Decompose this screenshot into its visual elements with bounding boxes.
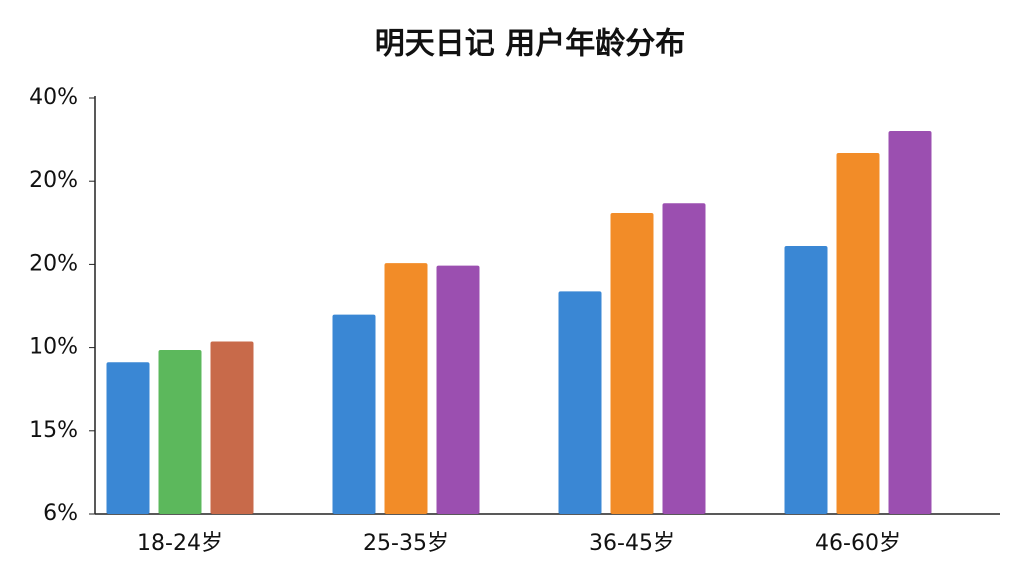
y-tick-label: 20% (29, 251, 78, 276)
x-tick-label: 25-35岁 (363, 531, 449, 556)
x-tick-label: 18-24岁 (137, 531, 223, 556)
bar (436, 265, 480, 514)
bar (558, 291, 602, 514)
bar (610, 213, 654, 514)
bar (210, 341, 254, 514)
bar (784, 246, 828, 514)
bar (106, 362, 150, 514)
y-tick-label: 40% (29, 85, 78, 110)
y-tick-label: 15% (29, 418, 78, 443)
bar (384, 263, 428, 514)
x-tick-label: 36-45岁 (589, 531, 675, 556)
y-tick-label: 6% (43, 501, 78, 526)
y-tick-label: 20% (29, 168, 78, 193)
bar (158, 350, 202, 514)
y-tick-label: 10% (29, 335, 78, 360)
bar (836, 153, 880, 514)
bar (888, 131, 932, 515)
chart-title: 明天日记 用户年龄分布 (375, 27, 685, 62)
x-tick-label: 46-60岁 (815, 531, 901, 556)
bar (662, 203, 706, 515)
bar (332, 314, 376, 514)
